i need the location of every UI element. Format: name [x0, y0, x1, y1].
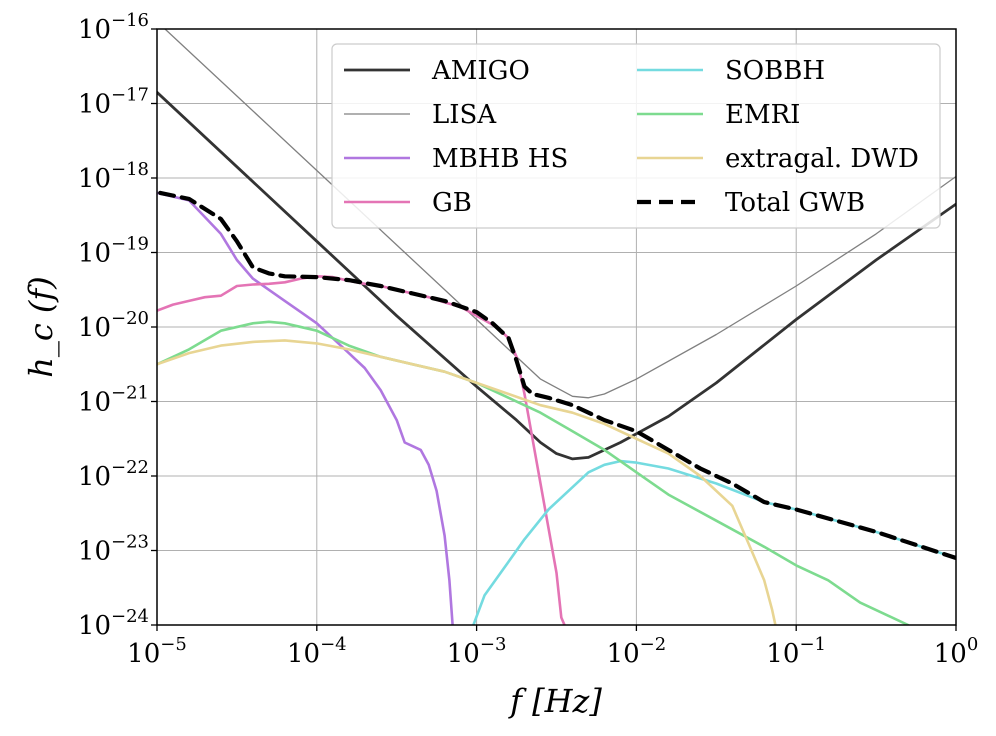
- tick-base: 10: [78, 164, 111, 194]
- legend-label: EMRI: [725, 100, 800, 130]
- tick-exponent: −2: [640, 634, 667, 655]
- legend-entry: extragal. DWD: [637, 144, 919, 174]
- y-tick-label: 10−16: [78, 10, 149, 45]
- legend-label: SOBBH: [725, 56, 825, 86]
- y-tick-label: 10−18: [78, 159, 149, 194]
- tick-base: 10: [78, 90, 111, 120]
- legend-box: [331, 43, 941, 229]
- legend-label: LISA: [432, 100, 497, 130]
- legend-label: MBHB HS: [432, 144, 568, 174]
- legend-entry: Total GWB: [637, 188, 865, 218]
- tick-base: 10: [78, 537, 111, 567]
- y-tick-label: 10−21: [78, 383, 149, 418]
- series-emri: [157, 320, 910, 625]
- ticks: 10−5 10−4 10−3 10−2 10−1 10010−2410−2310−2210…: [78, 10, 978, 669]
- tick-exponent: 0: [967, 634, 978, 655]
- y-axis-label-text: h_c (f): [22, 276, 60, 378]
- x-axis-label-text: f [Hz]: [508, 682, 602, 720]
- legend-label: Total GWB: [725, 188, 865, 218]
- tick-base: 10: [78, 313, 111, 343]
- x-tick-label: 100: [934, 634, 979, 669]
- legend-entry: AMIGO: [344, 56, 530, 86]
- legend-entry: SOBBH: [637, 56, 825, 86]
- series-mbhb-hs: [157, 191, 454, 625]
- y-tick-label: 10−22: [78, 457, 149, 492]
- tick-base: 10: [78, 15, 111, 45]
- x-axis-label: f [Hz]: [508, 682, 602, 720]
- tick-base: 10: [607, 639, 640, 669]
- tick-base: 10: [127, 639, 160, 669]
- series-amigo: [157, 90, 956, 461]
- x-tick-label: 10−4: [287, 634, 347, 669]
- tick-exponent: −24: [111, 606, 149, 627]
- series-sobbh: [472, 459, 956, 625]
- series-gb: [157, 275, 566, 625]
- y-tick-label: 10−24: [78, 606, 149, 641]
- legend-entry: EMRI: [637, 100, 800, 130]
- x-tick-label: 10−3: [447, 634, 507, 669]
- tick-base: 10: [78, 388, 111, 418]
- tick-exponent: −1: [799, 634, 826, 655]
- legend-entry: LISA: [344, 100, 497, 130]
- x-tick-label: 10−2: [607, 634, 667, 669]
- series-total-gwb: [158, 190, 956, 561]
- tick-exponent: −4: [320, 634, 347, 655]
- tick-exponent: −23: [111, 532, 149, 553]
- y-tick-label: 10−19: [78, 234, 149, 269]
- y-tick-label: 10−20: [78, 308, 149, 343]
- x-tick-label: 10−5: [127, 634, 187, 669]
- tick-base: 10: [78, 462, 111, 492]
- tick-base: 10: [447, 639, 480, 669]
- legend-label: AMIGO: [431, 56, 530, 86]
- legend-entry: MBHB HS: [344, 144, 568, 174]
- legend-label: extragal. DWD: [725, 144, 919, 174]
- tick-base: 10: [78, 611, 111, 641]
- legend-label: GB: [432, 188, 472, 218]
- y-tick-label: 10−17: [78, 85, 149, 120]
- legend-entry: GB: [344, 188, 472, 218]
- legend: AMIGO LISA MBHB HS GB SOBBH EMRI extragal. DWD…: [331, 43, 941, 229]
- tick-exponent: −5: [160, 634, 187, 655]
- tick-exponent: −17: [111, 85, 149, 106]
- y-axis-label: h_c (f): [22, 276, 60, 378]
- y-tick-label: 10−23: [78, 532, 149, 567]
- tick-base: 10: [78, 239, 111, 269]
- series-layer: [157, 29, 956, 625]
- tick-exponent: −20: [111, 308, 149, 329]
- tick-exponent: −19: [111, 234, 149, 255]
- series-extragal-dwd: [157, 339, 777, 625]
- tick-exponent: −16: [111, 10, 149, 31]
- x-tick-label: 10−1: [766, 634, 826, 669]
- tick-base: 10: [934, 639, 967, 669]
- tick-exponent: −21: [111, 383, 149, 404]
- tick-base: 10: [287, 639, 320, 669]
- tick-exponent: −22: [111, 457, 149, 478]
- tick-exponent: −3: [480, 634, 507, 655]
- tick-base: 10: [766, 639, 799, 669]
- tick-exponent: −18: [111, 159, 149, 180]
